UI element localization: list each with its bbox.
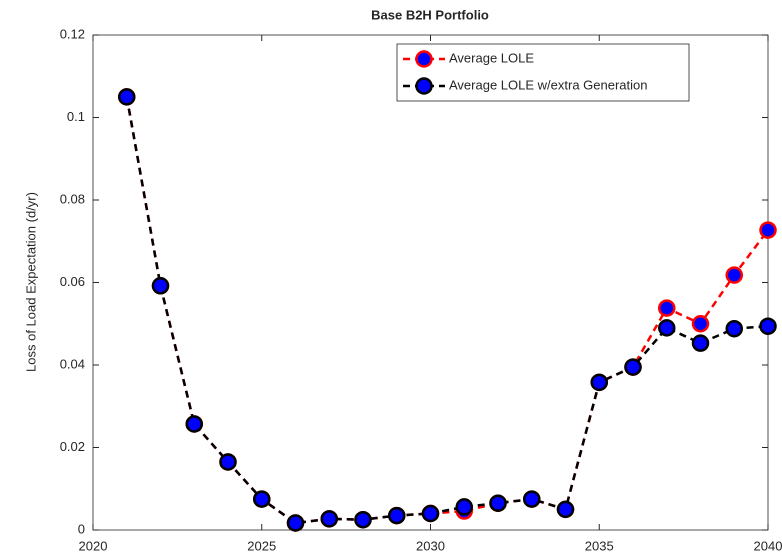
data-point xyxy=(253,490,271,508)
legend-marker xyxy=(415,77,433,95)
series-line xyxy=(125,96,769,525)
y-tick-label: 0.04 xyxy=(60,356,85,371)
data-point xyxy=(320,510,338,528)
x-tick-label: 2025 xyxy=(247,538,276,553)
legend-marker xyxy=(415,50,433,68)
x-tick-label: 2040 xyxy=(754,538,782,553)
y-tick-label: 0.02 xyxy=(60,439,85,454)
data-point xyxy=(354,510,372,529)
data-point xyxy=(286,514,305,532)
legend-label: Average LOLE xyxy=(449,50,534,65)
data-point xyxy=(725,266,743,284)
data-point xyxy=(489,494,507,512)
data-point xyxy=(658,299,676,317)
x-tick-label: 2020 xyxy=(79,538,108,553)
data-point xyxy=(421,504,440,523)
data-point xyxy=(658,319,676,337)
data-point xyxy=(624,358,642,376)
data-point xyxy=(455,498,473,516)
y-tick-label: 0.08 xyxy=(60,191,85,206)
data-point xyxy=(118,88,136,106)
y-tick-label: 0.06 xyxy=(60,274,85,289)
data-point xyxy=(691,334,710,352)
data-point xyxy=(219,453,237,471)
data-point xyxy=(691,315,710,333)
legend-label: Average LOLE w/extra Generation xyxy=(449,77,648,92)
legend-box xyxy=(396,43,690,102)
data-point xyxy=(759,317,777,335)
y-tick-label: 0 xyxy=(78,521,85,536)
x-tick-label: 2030 xyxy=(416,538,445,553)
data-point xyxy=(151,277,170,295)
y-tick-label: 0.1 xyxy=(67,109,85,124)
plot-area xyxy=(92,34,769,531)
chart-title: Base B2H Portfolio xyxy=(371,7,489,22)
y-axis-label: Loss of Load Expectation (d/yr) xyxy=(23,192,38,372)
data-point xyxy=(725,319,743,338)
data-point xyxy=(523,490,541,508)
data-point xyxy=(590,373,608,392)
data-point xyxy=(388,506,406,525)
data-point xyxy=(185,415,203,433)
x-tick-label: 2035 xyxy=(585,538,614,553)
y-tick-label: 0.12 xyxy=(60,26,85,41)
data-point xyxy=(759,221,777,239)
data-point xyxy=(556,500,575,519)
